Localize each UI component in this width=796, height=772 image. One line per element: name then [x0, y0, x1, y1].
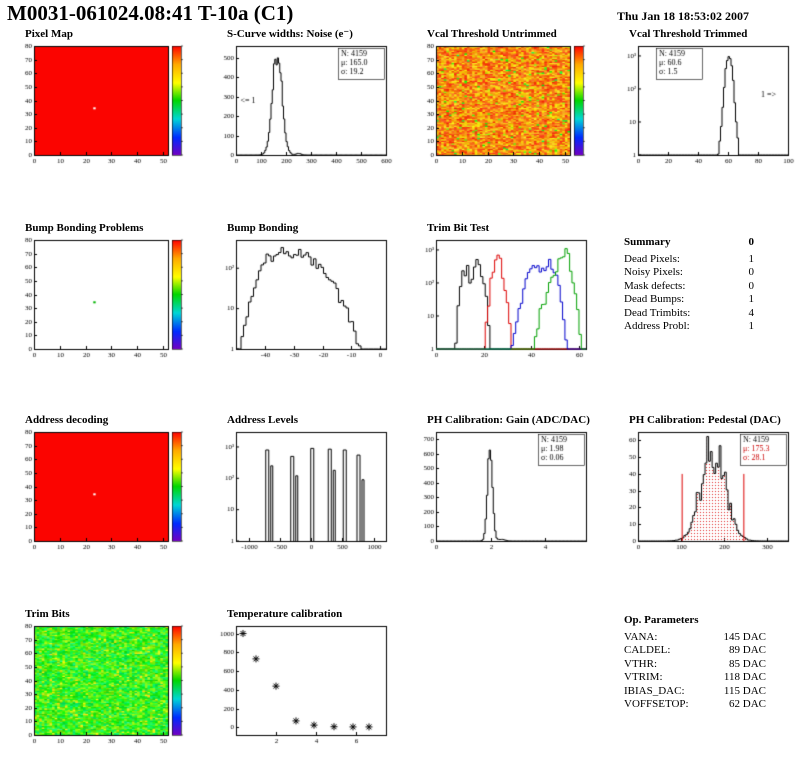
summary-row-noisy-pixels: Noisy Pixels: 0 — [624, 266, 754, 280]
scurve-noise-canvas — [210, 41, 394, 169]
pixel-map-canvas — [8, 41, 192, 169]
op-label: CALDEL: — [624, 644, 671, 656]
summary-row-address-probl: Address Probl: 1 — [624, 320, 754, 334]
summary-value: 1 — [748, 320, 755, 332]
op-value: 145 DAC — [723, 630, 766, 643]
page-title: M0031-061024.08:41 T-10a (C1) — [7, 1, 294, 25]
trim-bit-test-title: Trim Bit Test — [427, 222, 490, 234]
op-row-vtrim: VTRIM: 118 DAC — [624, 671, 766, 685]
op-label: VTHR: — [624, 657, 657, 670]
address-levels-canvas — [210, 427, 394, 555]
panel-trim-bits: Trim Bits — [8, 608, 192, 749]
panel-scurve-noise: S-Curve widths: Noise (e⁻) — [210, 28, 394, 169]
bump-bonding-title: Bump Bonding — [227, 222, 299, 234]
temp-cal-canvas — [210, 621, 394, 749]
panel-vcal-untrimmed: Vcal Threshold Untrimmed — [410, 28, 594, 169]
ph-gain-canvas — [410, 427, 594, 555]
summary-value: 1 — [748, 293, 755, 305]
op-label: VOFFSETOP: — [624, 698, 689, 710]
trim-bits-canvas — [8, 621, 192, 749]
summary-block: Summary 0 Dead Pixels: 1 Noisy Pixels: 0… — [624, 236, 754, 334]
bump-bonding-canvas — [210, 235, 394, 363]
vcal-untrimmed-title: Vcal Threshold Untrimmed — [427, 28, 557, 40]
panel-bump-bonding: Bump Bonding — [210, 222, 394, 363]
op-label: IBIAS_DAC: — [624, 684, 685, 697]
address-decoding-title: Address decoding — [25, 414, 109, 426]
summary-label: Mask defects: — [624, 279, 686, 292]
summary-label: Noisy Pixels: — [624, 266, 683, 278]
summary-title: Summary — [624, 236, 671, 248]
op-parameters-block: Op. Parameters VANA: 145 DAC CALDEL: 89 … — [624, 614, 766, 712]
timestamp: Thu Jan 18 18:53:02 2007 — [617, 9, 750, 23]
op-row-vthr: VTHR: 85 DAC — [624, 658, 766, 672]
summary-total: 0 — [748, 236, 755, 248]
op-value: 62 DAC — [729, 698, 766, 710]
summary-row-dead-bumps: Dead Bumps: 1 — [624, 293, 754, 307]
op-row-ibias-dac: IBIAS_DAC: 115 DAC — [624, 685, 766, 699]
summary-row-dead-pixels: Dead Pixels: 1 — [624, 253, 754, 267]
summary-label: Address Probl: — [624, 320, 690, 332]
panel-address-decoding: Address decoding — [8, 414, 192, 555]
trim-bit-test-canvas — [410, 235, 594, 363]
panel-temp-cal: Temperature calibration — [210, 608, 394, 749]
temp-cal-title: Temperature calibration — [227, 608, 343, 620]
summary-row-dead-trimbits: Dead Trimbits: 4 — [624, 307, 754, 321]
summary-value: 4 — [748, 306, 755, 319]
trim-bits-title: Trim Bits — [25, 608, 70, 620]
pixel-map-title: Pixel Map — [25, 28, 73, 40]
op-label: VTRIM: — [624, 671, 663, 683]
ph-pedestal-canvas — [612, 427, 796, 555]
vcal-untrimmed-canvas — [410, 41, 594, 169]
summary-value: 0 — [748, 266, 755, 278]
panel-ph-pedestal: PH Calibration: Pedestal (DAC) — [612, 414, 796, 555]
summary-header: Summary 0 — [624, 236, 754, 250]
ph-pedestal-title: PH Calibration: Pedestal (DAC) — [629, 414, 781, 426]
ph-gain-title: PH Calibration: Gain (ADC/DAC) — [427, 414, 590, 426]
summary-label: Dead Bumps: — [624, 293, 685, 305]
op-value: 115 DAC — [723, 684, 766, 697]
panel-pixel-map: Pixel Map — [8, 28, 192, 169]
summary-value: 0 — [748, 279, 755, 292]
vcal-trimmed-canvas — [612, 41, 796, 169]
address-levels-title: Address Levels — [227, 414, 298, 426]
panel-ph-gain: PH Calibration: Gain (ADC/DAC) — [410, 414, 594, 555]
op-row-caldel: CALDEL: 89 DAC — [624, 644, 766, 658]
summary-label: Dead Pixels: — [624, 252, 680, 265]
op-parameters-header: Op. Parameters — [624, 614, 766, 628]
op-row-vana: VANA: 145 DAC — [624, 631, 766, 645]
vcal-trimmed-title: Vcal Threshold Trimmed — [629, 28, 748, 40]
scurve-noise-title: S-Curve widths: Noise (e⁻) — [227, 28, 353, 40]
op-value: 85 DAC — [729, 657, 766, 670]
address-decoding-canvas — [8, 427, 192, 555]
bump-problems-title: Bump Bonding Problems — [25, 222, 144, 234]
panel-bump-problems: Bump Bonding Problems — [8, 222, 192, 363]
bump-problems-canvas — [8, 235, 192, 363]
summary-row-mask-defects: Mask defects: 0 — [624, 280, 754, 294]
panel-vcal-trimmed: Vcal Threshold Trimmed — [612, 28, 796, 169]
op-label: VANA: — [624, 630, 658, 643]
panel-trim-bit-test: Trim Bit Test — [410, 222, 594, 363]
summary-label: Dead Trimbits: — [624, 306, 691, 319]
op-parameters-title: Op. Parameters — [624, 614, 699, 626]
op-value: 118 DAC — [723, 671, 766, 683]
op-value: 89 DAC — [729, 644, 766, 656]
summary-value: 1 — [748, 252, 755, 265]
op-row-voffsetop: VOFFSETOP: 62 DAC — [624, 698, 766, 712]
panel-address-levels: Address Levels — [210, 414, 394, 555]
